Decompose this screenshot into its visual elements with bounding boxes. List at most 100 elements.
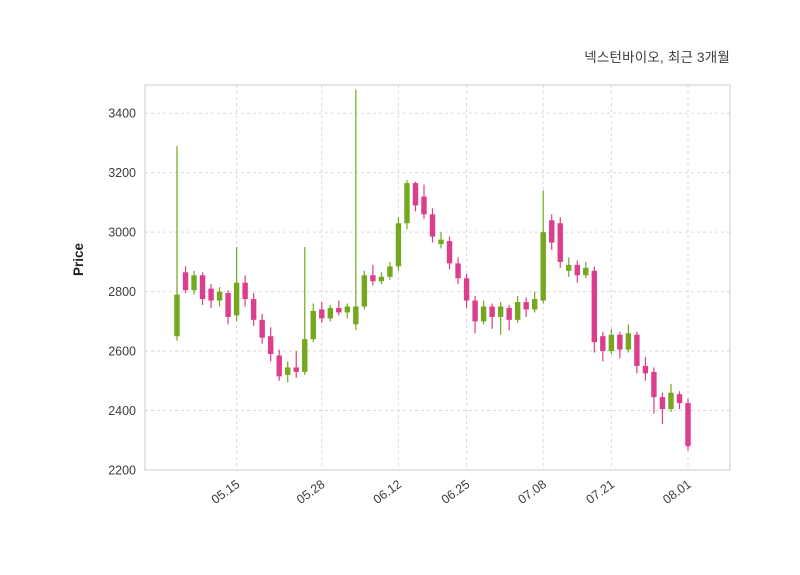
- candle-body: [225, 293, 231, 317]
- candle-body: [242, 282, 248, 300]
- y-tick-label: 3400: [108, 107, 136, 121]
- candle-body: [591, 270, 598, 343]
- candle-body: [429, 214, 436, 237]
- candle-body: [327, 307, 333, 319]
- x-tick-label: 07.21: [584, 477, 618, 507]
- candle: [668, 383, 674, 413]
- candle: [608, 328, 615, 355]
- candle-body: [463, 278, 470, 301]
- candle-body: [540, 232, 546, 301]
- candle-body: [285, 367, 291, 375]
- candle: [250, 293, 257, 326]
- candle: [532, 291, 538, 313]
- candle: [327, 305, 333, 322]
- candle: [600, 331, 606, 362]
- candle: [395, 217, 402, 271]
- y-axis-label: Price: [71, 242, 87, 277]
- candle: [199, 272, 206, 305]
- candle-body: [182, 272, 189, 291]
- candle-body: [574, 264, 580, 276]
- candle: [344, 303, 351, 319]
- x-tick-label: 05.15: [209, 477, 243, 507]
- candle: [489, 303, 495, 329]
- candle-body: [293, 367, 299, 372]
- candle-body: [250, 299, 257, 320]
- candle: [617, 331, 623, 359]
- candle-body: [566, 264, 572, 271]
- candle-body: [668, 392, 674, 410]
- candle-body: [634, 334, 640, 366]
- candle: [378, 272, 385, 285]
- candle: [319, 302, 325, 323]
- candle-body: [617, 334, 623, 350]
- y-tick-label: 2400: [108, 404, 136, 418]
- candle-body: [421, 196, 427, 215]
- candle-body: [276, 355, 282, 377]
- candle-body: [685, 403, 691, 447]
- candle-body: [395, 223, 402, 267]
- candle: [302, 247, 308, 375]
- candle-body: [676, 394, 683, 404]
- candle-body: [174, 294, 180, 337]
- candle: [642, 357, 649, 381]
- y-tick-label: 2200: [108, 464, 136, 478]
- candle-body: [412, 183, 419, 206]
- candle: [370, 264, 376, 286]
- candle: [549, 214, 555, 250]
- candle: [583, 261, 589, 279]
- candle: [506, 305, 512, 331]
- candle-body: [659, 397, 666, 410]
- candle-body: [387, 266, 393, 277]
- candle: [276, 349, 282, 381]
- candle-body: [514, 302, 521, 320]
- candle: [259, 313, 265, 344]
- candle: [182, 266, 189, 294]
- candle: [404, 180, 410, 230]
- candle-body: [642, 365, 649, 374]
- candle-body: [191, 275, 197, 291]
- candle: [446, 236, 453, 270]
- candle-body: [378, 276, 385, 282]
- candle-body: [625, 333, 632, 350]
- candle: [233, 247, 240, 322]
- candle: [387, 261, 393, 280]
- candle-body: [651, 371, 657, 398]
- candle-body: [480, 306, 487, 322]
- candle: [208, 284, 214, 308]
- candle: [557, 217, 563, 268]
- candle-body: [310, 310, 316, 340]
- candle-body: [319, 309, 325, 319]
- candle: [685, 398, 691, 451]
- x-tick-label: 07.08: [515, 477, 549, 507]
- candle: [285, 361, 291, 383]
- candle: [361, 270, 368, 310]
- candle-body: [208, 288, 214, 301]
- candle-body: [600, 336, 606, 352]
- chart-title: 넥스턴바이오, 최근 3개월: [584, 50, 730, 65]
- candle-body: [489, 306, 495, 317]
- candle: [421, 184, 427, 219]
- candle-body: [455, 263, 461, 279]
- candle-body: [404, 183, 410, 224]
- candle: [225, 290, 231, 325]
- y-tick-label: 2600: [108, 345, 136, 359]
- x-tick-label: 06.25: [439, 477, 473, 507]
- candle-body: [438, 239, 444, 245]
- candle-body: [361, 275, 368, 307]
- candle: [472, 296, 478, 334]
- candle: [267, 327, 274, 362]
- candle-body: [608, 334, 615, 352]
- candle-body: [370, 275, 376, 282]
- candle: [514, 296, 521, 323]
- candle: [625, 324, 632, 353]
- candle-body: [336, 307, 342, 313]
- candle: [651, 367, 657, 414]
- candle: [463, 273, 470, 308]
- candle-body: [259, 319, 265, 338]
- candle-body: [532, 299, 538, 310]
- candle: [634, 331, 640, 374]
- candle: [353, 89, 359, 331]
- candle: [455, 257, 461, 285]
